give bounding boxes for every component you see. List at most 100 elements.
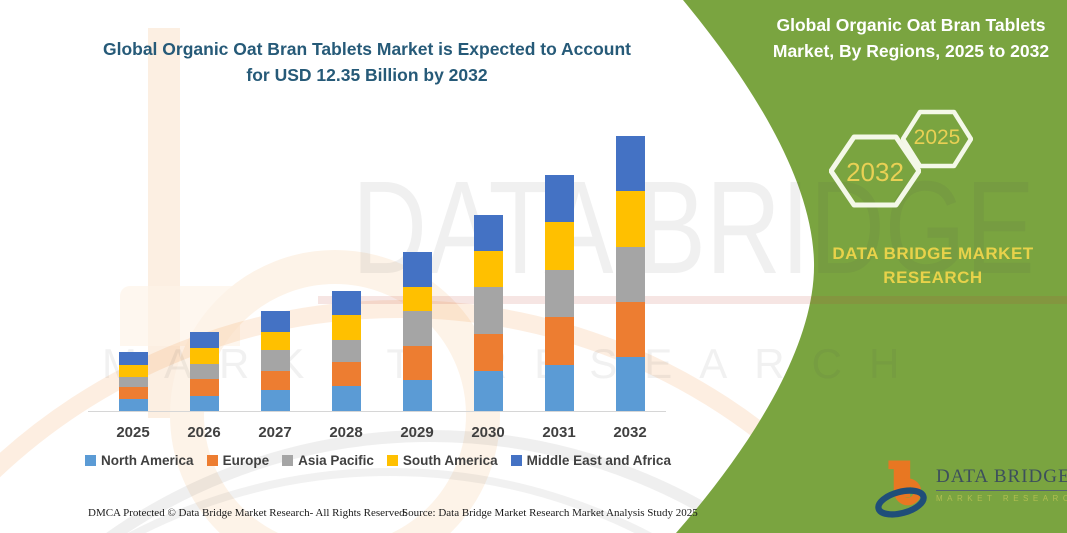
legend-item-south-america: South America [386,453,498,468]
bar-segment-2029-asia-pacific [402,310,432,347]
side-panel-title-line1: Global Organic Oat Bran Tablets [776,15,1046,35]
chart-title: Global Organic Oat Bran Tablets Market i… [82,36,652,88]
x-axis-label-2032: 2032 [613,424,647,441]
legend-label: South America [402,453,498,468]
legend-marker-icon [85,455,97,466]
stacked-bar-2029 [402,251,432,411]
data-bridge-logo-icon [875,460,927,518]
bar-segment-2026-europe [189,378,219,397]
bar-segment-2032-middle-east-and-africa [615,136,645,191]
legend-item-asia-pacific: Asia Pacific [282,453,374,468]
stacked-bar-2032 [615,136,645,411]
dmca-footer-text: DMCA Protected © Data Bridge Market Rese… [88,507,408,519]
bar-segment-2029-middle-east-and-africa [402,251,432,287]
side-panel-title: Global Organic Oat Bran Tablets Market, … [760,12,1062,64]
x-axis-labels: 2025 2026 2027 2028 2029 2030 2031 2032 [88,424,668,444]
hexagon-2025: 2025 [900,109,974,169]
bar-segment-2025-north-america [118,398,148,411]
x-axis-label-2029: 2029 [400,424,434,441]
legend-item-europe: Europe [206,453,270,468]
x-axis-label-2026: 2026 [187,424,221,441]
brand-text: DATA BRIDGE MARKET RESEARCH [798,242,1067,290]
bar-segment-2030-south-america [473,250,503,288]
bar-segment-2029-north-america [402,379,432,411]
bar-segment-2031-asia-pacific [544,269,574,317]
x-axis-label-2027: 2027 [258,424,292,441]
x-axis-label-2030: 2030 [471,424,505,441]
legend-label: Middle East and Africa [526,453,671,468]
logo-subtext: MARKET RESEARCH [936,494,1067,503]
bar-segment-2028-south-america [331,315,361,340]
legend-label: Asia Pacific [298,453,374,468]
bar-segment-2026-asia-pacific [189,364,219,379]
bar-segment-2029-europe [402,346,432,380]
brand-text-line2: RESEARCH [883,268,983,287]
bar-segment-2027-north-america [260,389,290,411]
watermark-red-underline [318,296,1067,304]
bar-segment-2027-middle-east-and-africa [260,310,290,332]
bar-segment-2025-europe [118,387,148,399]
stacked-bar-2031 [544,175,574,411]
plot-area [88,125,668,412]
bar-segment-2028-asia-pacific [331,339,361,363]
stacked-bar-2027 [260,310,290,411]
bar-segment-2028-north-america [331,386,361,411]
side-panel-title-line2: Market, By Regions, 2025 to 2032 [772,41,1050,61]
legend-label: Europe [222,453,270,468]
bar-segment-2030-europe [473,333,503,372]
brand-text-line1: DATA BRIDGE MARKET [832,244,1034,263]
chart-title-line1: Global Organic Oat Bran Tablets Market i… [102,39,632,59]
bar-segment-2029-south-america [402,286,432,311]
watermark-text-databridge: DATA BRIDGE [352,154,1035,303]
x-axis-label-2031: 2031 [542,424,576,441]
company-logo: DATA BRIDGE MARKET RESEARCH [872,458,1067,518]
hexagon-outline-icon [900,109,974,169]
source-footer-text: Source: Data Bridge Market Research Mark… [402,507,698,519]
x-axis-line [88,411,666,412]
legend-marker-icon [206,455,218,466]
chart-legend: North America Europe Asia Pacific South Ame… [85,453,671,468]
legend-label: North America [101,453,194,468]
bar-segment-2031-south-america [544,222,574,270]
x-axis-label-2025: 2025 [116,424,150,441]
bar-segment-2027-asia-pacific [260,350,290,372]
bar-segment-2026-middle-east-and-africa [189,332,219,349]
logo-name: DATA BRIDGE [936,466,1067,491]
bar-segment-2032-asia-pacific [615,246,645,303]
hexagon-2032: 2032 [828,134,922,208]
bar-segment-2025-asia-pacific [118,376,148,388]
bar-segment-2031-europe [544,316,574,365]
bar-segment-2025-south-america [118,364,148,377]
stacked-bar-2025 [118,351,148,411]
bar-segment-2030-middle-east-and-africa [473,215,503,251]
bar-segment-2030-north-america [473,371,503,411]
stacked-bar-2028 [331,290,361,411]
bar-segment-2027-europe [260,371,290,390]
legend-marker-icon [386,455,398,466]
bar-segment-2030-asia-pacific [473,287,503,334]
bar-segment-2032-europe [615,302,645,358]
bar-segment-2031-north-america [544,364,574,411]
hexagon-outline-icon [828,134,922,208]
bar-segment-2026-north-america [189,396,219,411]
logo-text: DATA BRIDGE MARKET RESEARCH [936,466,1067,503]
stacked-bar-2026 [189,332,219,411]
hexagon-2025-label: 2025 [913,126,961,149]
bar-segment-2028-middle-east-and-africa [331,290,361,316]
bar-segment-2028-europe [331,362,361,387]
bar-segment-2032-south-america [615,190,645,247]
bar-segment-2031-middle-east-and-africa [544,175,574,223]
x-axis-label-2028: 2028 [329,424,363,441]
bar-segment-2027-south-america [260,331,290,351]
bar-segment-2025-middle-east-and-africa [118,351,148,365]
hexagon-2032-label: 2032 [846,157,904,187]
legend-item-north-america: North America [85,453,194,468]
bar-segment-2026-south-america [189,348,219,365]
legend-item-middle-east-and-africa: Middle East and Africa [510,453,671,468]
chart-title-line2: for USD 12.35 Billion by 2032 [246,65,488,85]
legend-marker-icon [510,455,522,466]
legend-marker-icon [282,455,294,466]
bar-segment-2032-north-america [615,357,645,411]
stacked-bar-2030 [473,215,503,411]
